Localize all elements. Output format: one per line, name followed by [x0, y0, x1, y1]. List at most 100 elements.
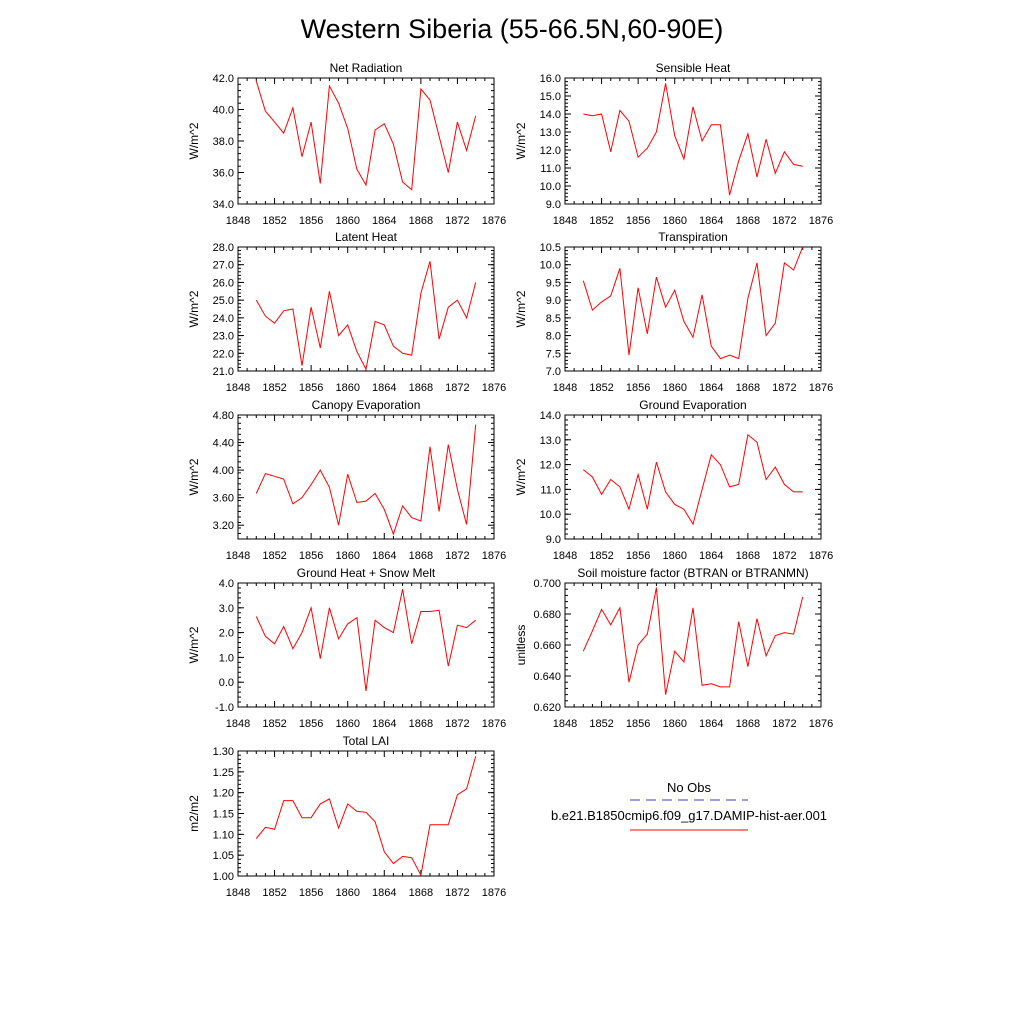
x-tick-label: 1872 [445, 887, 469, 899]
y-tick-label: 1.30 [213, 746, 234, 758]
y-tick-label: 12.0 [540, 145, 561, 157]
y-tick-label: 13.0 [540, 127, 561, 139]
y-tick-label: 22.0 [213, 348, 234, 360]
y-tick-label: 25.0 [213, 295, 234, 307]
x-tick-label: 1864 [699, 718, 723, 730]
legend-model-label: b.e21.B1850cmip6.f09_g17.DAMIP-hist-aer.… [551, 808, 827, 823]
x-tick-label: 1876 [482, 550, 506, 562]
x-tick-label: 1872 [772, 550, 796, 562]
x-tick-label: 1864 [372, 382, 396, 394]
y-axis-label: W/m^2 [514, 458, 528, 495]
y-tick-label: 10.5 [540, 242, 561, 254]
y-tick-label: 11.0 [540, 163, 561, 175]
x-tick-label: 1864 [372, 550, 396, 562]
y-tick-label: 0.700 [533, 578, 561, 590]
y-tick-label: 14.0 [540, 410, 561, 422]
y-tick-label: 26.0 [213, 277, 234, 289]
y-tick-label: 10.0 [540, 260, 561, 272]
y-tick-label: 42.0 [213, 73, 234, 85]
x-tick-label: 1860 [662, 215, 686, 227]
y-tick-label: -1.0 [215, 702, 234, 714]
y-tick-label: 16.0 [540, 73, 561, 85]
x-tick-label: 1852 [262, 215, 286, 227]
plot-frame [564, 77, 822, 205]
x-tick-label: 1868 [409, 718, 433, 730]
y-tick-label: 0.620 [533, 702, 561, 714]
x-tick-label: 1860 [335, 550, 359, 562]
y-tick-label: 24.0 [213, 313, 234, 325]
y-tick-label: 9.0 [546, 295, 561, 307]
x-tick-label: 1872 [772, 382, 796, 394]
x-tick-label: 1852 [589, 215, 613, 227]
x-tick-label: 1852 [262, 550, 286, 562]
y-tick-label: 4.80 [213, 410, 234, 422]
x-tick-label: 1860 [335, 887, 359, 899]
x-tick-label: 1868 [409, 887, 433, 899]
x-tick-label: 1860 [662, 550, 686, 562]
y-axis-label: W/m^2 [187, 122, 201, 159]
y-tick-label: 3.0 [219, 603, 234, 615]
chart-panel: Ground Heat + Snow Melt W/m^2 1848 1852 1856… [187, 566, 506, 730]
x-tick-label: 1872 [445, 718, 469, 730]
y-tick-label: 38.0 [213, 136, 234, 148]
x-tick-label: 1856 [299, 550, 323, 562]
y-tick-label: 1.00 [213, 871, 234, 883]
x-tick-label: 1852 [262, 382, 286, 394]
x-tick-label: 1856 [299, 718, 323, 730]
x-tick-label: 1864 [372, 887, 396, 899]
chart-title: Sensible Heat [656, 61, 731, 75]
y-tick-label: 9.0 [546, 534, 561, 546]
y-tick-label: 0.0 [219, 677, 234, 689]
y-tick-label: 13.0 [540, 435, 561, 447]
y-tick-label: 8.5 [546, 313, 561, 325]
y-tick-label: 27.0 [213, 260, 234, 272]
series-line [582, 587, 804, 695]
plot-frame [564, 246, 822, 372]
series-line [255, 424, 477, 536]
chart-title: Ground Evaporation [639, 398, 746, 412]
series-line [582, 246, 804, 360]
y-tick-label: 4.40 [213, 438, 234, 450]
y-axis-label: W/m^2 [514, 122, 528, 159]
y-tick-label: 14.0 [540, 109, 561, 121]
chart-panel: Canopy Evaporation W/m^2 1848 1852 1856 1860 1… [187, 398, 506, 562]
chart-panel: Total LAI m2/m2 1848 1852 1856 1860 1864 1868 18… [187, 734, 506, 899]
x-tick-label: 1876 [809, 215, 833, 227]
x-tick-label: 1860 [662, 718, 686, 730]
y-tick-label: 34.0 [213, 199, 234, 211]
series-line [582, 433, 803, 526]
x-tick-label: 1856 [626, 550, 650, 562]
x-tick-label: 1864 [372, 215, 396, 227]
y-tick-label: 3.20 [213, 520, 234, 532]
x-tick-label: 1868 [409, 215, 433, 227]
x-tick-label: 1868 [409, 550, 433, 562]
x-tick-label: 1868 [736, 215, 760, 227]
y-tick-label: 1.05 [213, 850, 234, 862]
y-tick-label: 11.0 [540, 484, 561, 496]
plot-frame [564, 414, 822, 540]
y-tick-label: 12.0 [540, 460, 561, 472]
y-axis-label: W/m^2 [187, 626, 201, 663]
x-tick-label: 1848 [226, 887, 250, 899]
y-tick-label: 8.0 [546, 331, 561, 343]
chart-title: Transpiration [658, 230, 728, 244]
chart-title: Net Radiation [330, 61, 403, 75]
x-tick-label: 1856 [299, 382, 323, 394]
chart-title: Ground Heat + Snow Melt [297, 566, 436, 580]
chart-title: Canopy Evaporation [312, 398, 421, 412]
chart-panel: Latent Heat W/m^2 1848 1852 1856 1860 1864 1868… [187, 230, 506, 394]
x-tick-label: 1872 [772, 718, 796, 730]
y-axis-label: unitless [514, 625, 528, 666]
y-tick-label: 10.0 [540, 509, 561, 521]
chart-panel: Soil moisture factor (BTRAN or BTRANMN) u… [514, 566, 833, 730]
y-tick-label: 10.0 [540, 181, 561, 193]
y-tick-label: 21.0 [213, 366, 234, 378]
plot-frame [564, 582, 822, 708]
x-tick-label: 1860 [335, 718, 359, 730]
y-tick-label: 7.0 [546, 366, 561, 378]
x-tick-label: 1876 [482, 887, 506, 899]
x-tick-label: 1856 [626, 215, 650, 227]
x-tick-label: 1848 [226, 718, 250, 730]
x-tick-label: 1848 [553, 550, 577, 562]
y-tick-label: 28.0 [213, 242, 234, 254]
